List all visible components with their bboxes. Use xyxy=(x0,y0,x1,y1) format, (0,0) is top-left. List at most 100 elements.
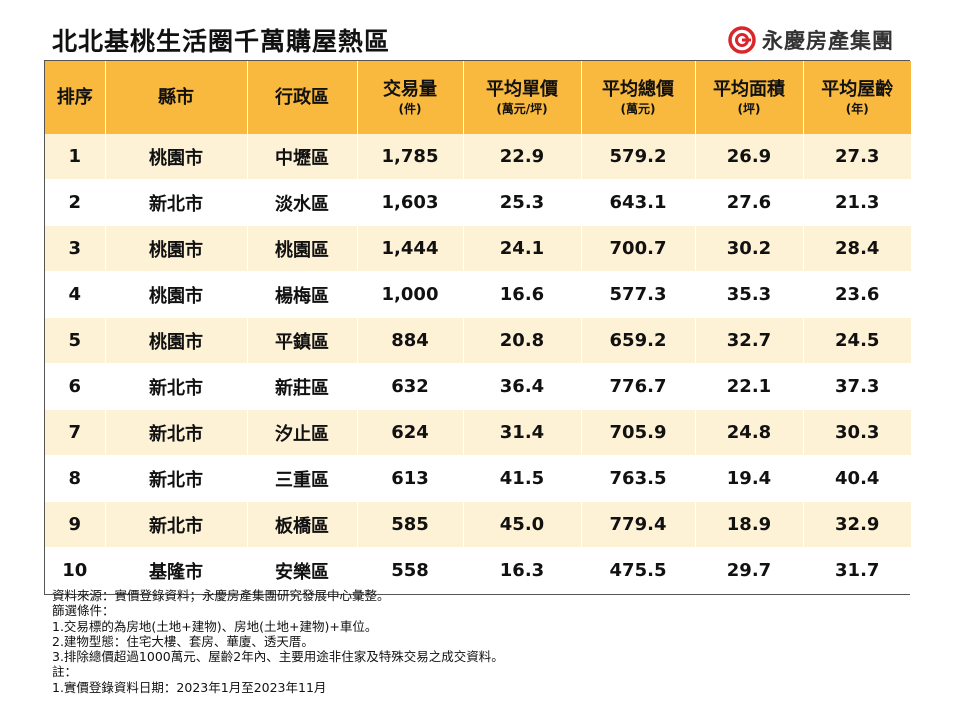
table-cell: 4 xyxy=(45,271,106,318)
table-cell: 新莊區 xyxy=(247,363,358,410)
table-cell: 45.0 xyxy=(463,501,582,548)
table-cell: 1,000 xyxy=(357,271,464,318)
table-row: 1 桃園市 中壢區 1,785 22.9 579.2 26.9 27.3 xyxy=(45,134,911,180)
table-row: 5 桃園市 平鎮區 884 20.8 659.2 32.7 24.5 xyxy=(45,317,911,364)
table-header-row: 排序 縣市 行政區 交易量 (件) 平均單價 (萬元/坪) 平均總價 (萬元) 平均面積 (坪) 平均… xyxy=(45,61,911,134)
table-row: 2 新北市 淡水區 1,603 25.3 643.1 27.6 21.3 xyxy=(45,179,911,226)
table-cell: 41.5 xyxy=(463,455,582,502)
table-cell: 桃園區 xyxy=(247,225,358,272)
table-cell: 22.9 xyxy=(463,134,582,180)
table-cell: 9 xyxy=(45,501,106,548)
table-cell: 10 xyxy=(45,547,106,594)
table-cell: 31.7 xyxy=(803,547,911,594)
page-title: 北北基桃生活圈千萬購屋熱區 xyxy=(52,27,391,56)
table-cell: 18.9 xyxy=(695,501,804,548)
column-header: 平均屋齡 (年) xyxy=(803,61,911,134)
table-cell: 3 xyxy=(45,225,106,272)
table-cell: 779.4 xyxy=(581,501,696,548)
column-header: 平均單價 (萬元/坪) xyxy=(463,61,582,134)
yungching-logo-icon xyxy=(728,26,756,54)
table-cell: 24.8 xyxy=(695,409,804,456)
table-cell: 19.4 xyxy=(695,455,804,502)
table-cell: 新北市 xyxy=(105,363,248,410)
table-cell: 中壢區 xyxy=(247,134,358,180)
table-cell: 平鎮區 xyxy=(247,317,358,364)
table-cell: 1,785 xyxy=(357,134,464,180)
table-cell: 36.4 xyxy=(463,363,582,410)
table-cell: 613 xyxy=(357,455,464,502)
table-cell: 桃園市 xyxy=(105,134,248,180)
table-cell: 22.1 xyxy=(695,363,804,410)
table-row: 10 基隆市 安樂區 558 16.3 475.5 29.7 31.7 xyxy=(45,547,911,594)
footnote-line: 1.實價登錄資料日期：2023年1月至2023年11月 xyxy=(52,679,327,695)
table-cell: 700.7 xyxy=(581,225,696,272)
table-row: 8 新北市 三重區 613 41.5 763.5 19.4 40.4 xyxy=(45,455,911,502)
footnotes: 資料來源：實價登錄資料；永慶房產集團研究發展中心彙整。 篩選條件： 1.交易標的為房… xyxy=(52,588,504,695)
table-cell: 1 xyxy=(45,134,106,180)
column-header: 縣市 xyxy=(105,61,248,134)
table-cell: 37.3 xyxy=(803,363,911,410)
table-cell: 30.2 xyxy=(695,225,804,272)
column-header-label: 縣市 xyxy=(158,86,194,108)
table-cell: 7 xyxy=(45,409,106,456)
table-cell: 585 xyxy=(357,501,464,548)
column-header: 行政區 xyxy=(247,61,358,134)
table-cell: 624 xyxy=(357,409,464,456)
column-header-label: 平均總價 xyxy=(602,78,674,100)
table-body: 1 桃園市 中壢區 1,785 22.9 579.2 26.9 27.3 2 新北市 淡水區 1,60… xyxy=(45,134,911,594)
table-cell: 23.6 xyxy=(803,271,911,318)
table-cell: 35.3 xyxy=(695,271,804,318)
column-header-unit: (年) xyxy=(845,101,869,116)
table-cell: 763.5 xyxy=(581,455,696,502)
footnote-line: 篩選條件： xyxy=(52,603,115,619)
table-cell: 632 xyxy=(357,363,464,410)
table-cell: 32.7 xyxy=(695,317,804,364)
table-cell: 新北市 xyxy=(105,409,248,456)
table-cell: 558 xyxy=(357,547,464,594)
table-cell: 新北市 xyxy=(105,179,248,226)
table-cell: 2 xyxy=(45,179,106,226)
table-cell: 基隆市 xyxy=(105,547,248,594)
table-row: 4 桃園市 楊梅區 1,000 16.6 577.3 35.3 23.6 xyxy=(45,271,911,318)
table-row: 9 新北市 板橋區 585 45.0 779.4 18.9 32.9 xyxy=(45,501,911,548)
footnote-line: 資料來源：實價登錄資料；永慶房產集團研究發展中心彙整。 xyxy=(52,588,390,603)
table-cell: 29.7 xyxy=(695,547,804,594)
column-header-unit: (件) xyxy=(398,101,422,116)
table-cell: 705.9 xyxy=(581,409,696,456)
table-cell: 6 xyxy=(45,363,106,410)
table-cell: 28.4 xyxy=(803,225,911,272)
table-row: 7 新北市 汐止區 624 31.4 705.9 24.8 30.3 xyxy=(45,409,911,456)
table-cell: 汐止區 xyxy=(247,409,358,456)
table-cell: 1,603 xyxy=(357,179,464,226)
column-header: 排序 xyxy=(45,61,106,134)
table-cell: 579.2 xyxy=(581,134,696,180)
column-header: 平均面積 (坪) xyxy=(695,61,804,134)
table-cell: 30.3 xyxy=(803,409,911,456)
table-cell: 24.1 xyxy=(463,225,582,272)
table-cell: 16.6 xyxy=(463,271,582,318)
column-header-label: 排序 xyxy=(56,86,93,108)
table-cell: 桃園市 xyxy=(105,271,248,318)
table-cell: 桃園市 xyxy=(105,317,248,364)
table-cell: 楊梅區 xyxy=(247,271,358,318)
ranking-table: 排序 縣市 行政區 交易量 (件) 平均單價 (萬元/坪) 平均總價 (萬元) 平均面積 (坪) 平均… xyxy=(45,61,911,594)
table-cell: 5 xyxy=(45,317,106,364)
table-cell: 27.3 xyxy=(803,134,911,180)
table-cell: 31.4 xyxy=(463,409,582,456)
table-cell: 24.5 xyxy=(803,317,911,364)
table-cell: 板橋區 xyxy=(247,501,358,548)
table-cell: 新北市 xyxy=(105,501,248,548)
footnote-line: 1.交易標的為房地(土地+建物)、房地(土地+建物)+車位。 xyxy=(52,618,378,634)
table-cell: 16.3 xyxy=(463,547,582,594)
table-row: 6 新北市 新莊區 632 36.4 776.7 22.1 37.3 xyxy=(45,363,911,410)
column-header: 平均總價 (萬元) xyxy=(581,61,696,134)
table-cell: 1,444 xyxy=(357,225,464,272)
column-header-label: 平均單價 xyxy=(486,78,558,100)
column-header-unit: (萬元/坪) xyxy=(496,101,548,116)
brand-logo: 永慶房產集團 xyxy=(728,24,894,56)
table-cell: 40.4 xyxy=(803,455,911,502)
table-cell: 25.3 xyxy=(463,179,582,226)
table-cell: 新北市 xyxy=(105,455,248,502)
table-cell: 淡水區 xyxy=(247,179,358,226)
column-header-unit: (坪) xyxy=(737,101,761,116)
